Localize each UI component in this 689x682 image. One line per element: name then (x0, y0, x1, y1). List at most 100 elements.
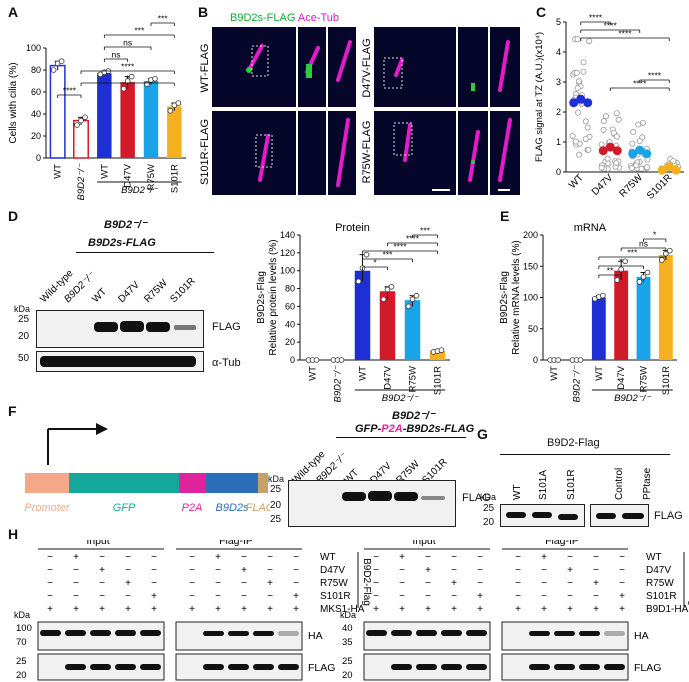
h-input-label: Input (412, 540, 435, 547)
h-band (416, 630, 437, 636)
sig-label: * (373, 258, 377, 268)
f-marker-25b: 25 (270, 514, 282, 525)
h-marker: 35 (342, 637, 353, 648)
x-tick-label: WT (549, 366, 560, 381)
y-tick-label: 80 (285, 284, 295, 294)
data-point (630, 128, 637, 135)
y-tick-label: 2 (556, 107, 561, 117)
h-band (203, 631, 224, 636)
h-lane-sign: − (241, 591, 247, 602)
h-lane-sign: − (241, 578, 247, 589)
b-label-r75w: R75W-FLAG (361, 121, 373, 184)
mean-marker (576, 94, 586, 104)
h-lane-sign: − (593, 565, 599, 576)
h-lane-sign: + (567, 565, 573, 576)
bar (120, 82, 135, 158)
f-construct: Promoter GFP P2A B9D2s FLAG (24, 423, 270, 514)
data-point (405, 303, 412, 310)
h-lane-sign: − (541, 591, 547, 602)
mean-marker (569, 98, 579, 108)
h-lane-sign: + (541, 552, 547, 563)
d-lane-4: R75W (142, 277, 170, 305)
h-lane-sign: + (99, 604, 105, 615)
h-lane-sign: − (593, 552, 599, 563)
data-point (575, 78, 582, 85)
data-point (629, 140, 636, 147)
h-band (441, 630, 462, 636)
f-kda: kDa (268, 474, 285, 484)
data-point (580, 59, 587, 66)
panel-label-f: F (8, 403, 17, 419)
g-line (500, 454, 670, 455)
h-band-ha: HA (308, 630, 323, 642)
h-lane-sign: + (451, 578, 457, 589)
h-lane-sign: − (47, 565, 53, 576)
x-tick-label: WT (567, 172, 586, 191)
h-band (466, 630, 487, 636)
g-band-flag: FLAG (654, 510, 683, 522)
y-tick-label: 40 (285, 319, 295, 329)
h-lane-sign: − (73, 565, 79, 576)
data-point (643, 164, 650, 171)
y-tick-label: 60 (285, 301, 295, 311)
h-band (90, 664, 111, 670)
y-tick-label: 0 (556, 167, 561, 177)
d-marker-25: 25 (18, 314, 30, 325)
y-tick-label: 40 (31, 109, 41, 119)
h-lane-sign: − (99, 552, 105, 563)
f-construct: GFP-P2A-B9D2s-FLAG (355, 423, 474, 435)
d-band-tub: α-Tub (212, 357, 241, 369)
h-band (529, 664, 550, 670)
h-lane-sign: + (619, 604, 625, 615)
h-lane-sign: − (373, 565, 379, 576)
y-tick-label: 5 (556, 17, 561, 27)
data-point (313, 357, 320, 363)
data-point (355, 278, 362, 285)
d-construct: B9D2s-FLAG (88, 237, 156, 249)
h-lane-sign: − (267, 565, 273, 576)
y-axis-label-line1: B9D2s-Flag (499, 271, 510, 324)
h-lane-sign: − (189, 578, 195, 589)
sig-label: * (653, 230, 657, 240)
y-tick-label: 140 (280, 230, 295, 240)
y-tick-label: 100 (26, 43, 41, 53)
h-marker: 20 (16, 670, 27, 681)
data-point (585, 146, 592, 153)
x-tick-label: R75W (408, 366, 419, 392)
h-band (253, 664, 274, 670)
h-lane-sign: + (293, 604, 299, 615)
data-point (574, 36, 581, 43)
data-point (413, 292, 420, 299)
data-point (600, 126, 607, 133)
h-lane-sign: − (73, 591, 79, 602)
y-tick-label: 20 (285, 337, 295, 347)
bar (636, 276, 651, 360)
panel-label-d: D (8, 208, 19, 224)
panel-label-b: B (198, 4, 209, 20)
h-lane-sign: − (189, 591, 195, 602)
y-tick-label: 200 (523, 230, 538, 240)
f-segment-p2a (179, 473, 206, 493)
x-tick-label: S101R (661, 366, 672, 395)
sig-label: **** (589, 13, 603, 23)
f-segment-b9d2s (206, 473, 258, 493)
h-band (278, 664, 299, 670)
h-lane-sign: − (215, 565, 221, 576)
x-tick-label: R75W (617, 172, 645, 200)
h-band-flag: FLAG (634, 662, 661, 674)
data-point (167, 107, 174, 114)
h-lane-sign: + (125, 604, 131, 615)
h-lane-sign: − (399, 591, 405, 602)
data-point (604, 155, 611, 162)
sig-label: ns (112, 50, 121, 60)
h-lane-sign: − (567, 552, 573, 563)
x-tick-label: WT (99, 164, 110, 179)
h-band (253, 631, 274, 636)
h-row-label: S101R (320, 591, 351, 602)
sig-label: ns (639, 239, 648, 249)
b-header-flag: B9D2s-FLAG (230, 12, 296, 24)
data-point (600, 292, 606, 299)
h-lane-sign: + (215, 552, 221, 563)
